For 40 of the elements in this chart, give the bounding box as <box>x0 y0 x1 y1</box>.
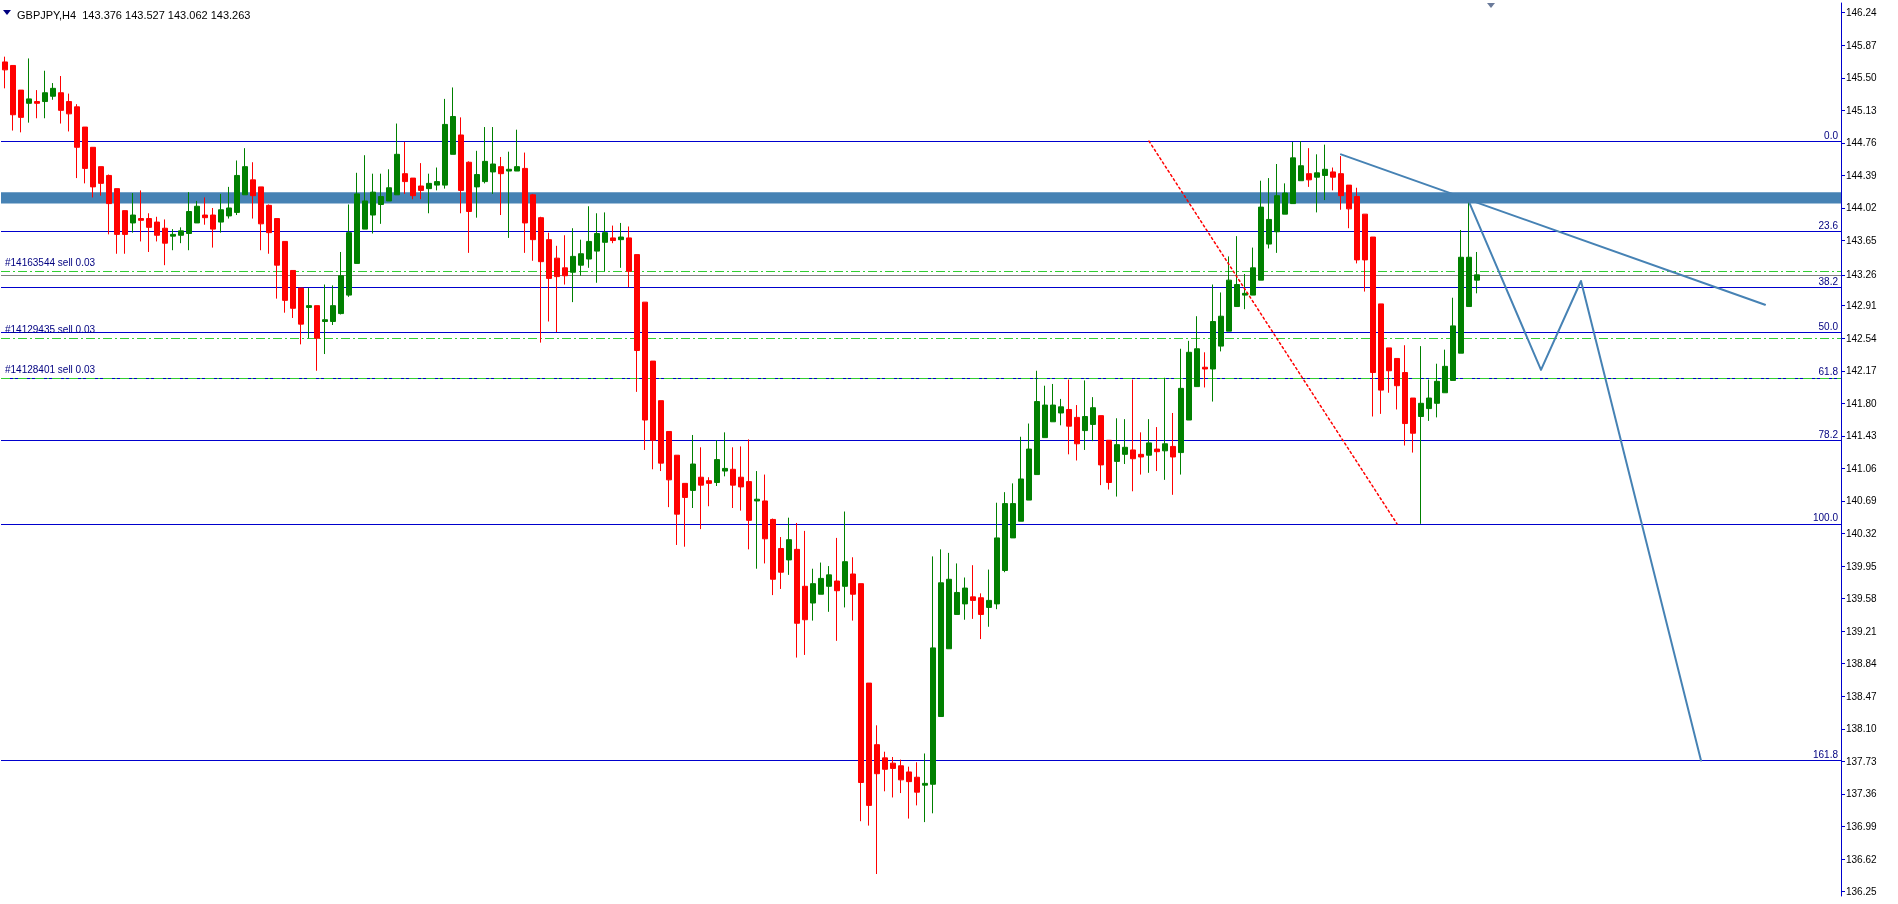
text: GBPJPY,H4 143.376 143.527 143.062 143.263 <box>17 8 251 21</box>
y-tick-label: 139.95 <box>1846 560 1878 572</box>
y-tick-label: 141.43 <box>1846 430 1878 442</box>
y-tick-label: 140.69 <box>1846 495 1878 507</box>
annotation: 78.2 <box>1818 428 1839 440</box>
y-tick-label: 142.17 <box>1846 365 1878 377</box>
y-tick-label: 139.21 <box>1846 625 1878 637</box>
y-tick-label: 136.62 <box>1846 853 1878 865</box>
ref-line-label: #14129435 sell 0.03 <box>5 323 96 335</box>
y-tick-label: 143.65 <box>1846 235 1878 247</box>
ref-line-label: #14128401 sell 0.03 <box>5 364 96 376</box>
y-tick-label: 138.10 <box>1846 723 1878 735</box>
y-tick-label: 138.84 <box>1846 658 1878 670</box>
annotation: 50.0 <box>1818 320 1839 332</box>
y-tick-label: 139.58 <box>1846 593 1878 605</box>
annotation: 61.8 <box>1818 366 1839 378</box>
annotation: 23.6 <box>1818 220 1839 232</box>
annotation: 0.0 <box>1824 129 1839 141</box>
y-tick-label: 140.32 <box>1846 528 1878 540</box>
y-tick-label: 145.87 <box>1846 39 1878 51</box>
y-tick-label: 137.36 <box>1846 788 1878 800</box>
y-tick-label: 141.80 <box>1846 397 1878 409</box>
y-tick-label: 145.13 <box>1846 104 1878 116</box>
y-tick-label: 146.24 <box>1846 7 1878 19</box>
y-tick-label: 141.06 <box>1846 462 1878 474</box>
y-tick-label: 145.50 <box>1846 72 1878 84</box>
y-tick-label: 136.25 <box>1846 886 1878 898</box>
y-tick-label: 144.76 <box>1846 137 1878 149</box>
y-tick-label: 143.26 <box>1846 269 1878 281</box>
ref-line-label: #14163544 sell 0.03 <box>5 256 96 268</box>
y-tick-label: 142.54 <box>1846 332 1878 344</box>
y-tick-label: 144.02 <box>1846 202 1878 214</box>
y-tick-label: 136.99 <box>1846 821 1878 832</box>
annotation: 161.8 <box>1812 749 1839 761</box>
annotation: 38.2 <box>1818 275 1839 287</box>
y-tick-label: 138.47 <box>1846 690 1878 702</box>
y-tick-label: 137.73 <box>1846 755 1878 767</box>
annotation: 100.0 <box>1812 512 1839 524</box>
y-tick-label: 144.39 <box>1846 169 1878 181</box>
y-tick-label: 142.91 <box>1846 300 1878 312</box>
